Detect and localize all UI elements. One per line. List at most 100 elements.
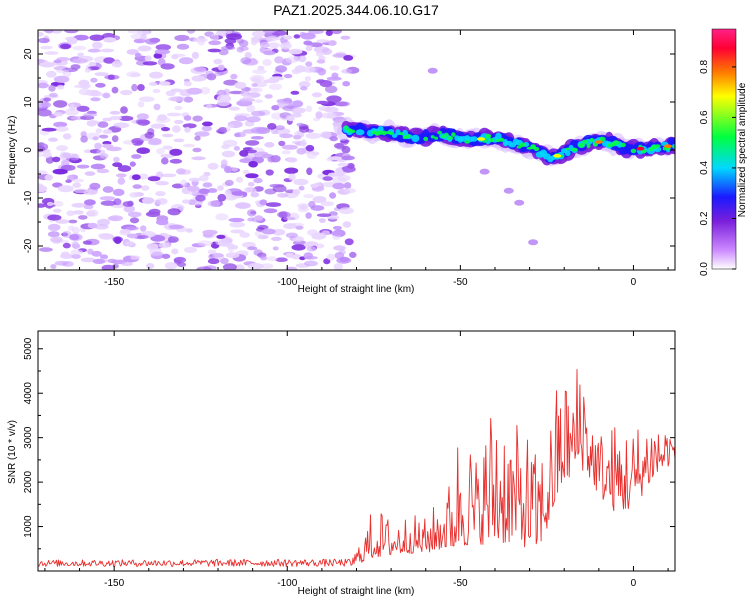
noise-blob (331, 30, 342, 35)
ridge-peak (664, 144, 673, 148)
noise-blob (71, 202, 87, 208)
noise-blob (99, 196, 116, 201)
noise-blob (226, 33, 242, 40)
noise-blob (295, 225, 304, 230)
noise-blob (53, 208, 62, 213)
noise-blob (281, 144, 298, 150)
noise-blob (165, 90, 176, 97)
noise-blob (150, 235, 166, 242)
noise-blob (100, 254, 108, 260)
noise-blob (320, 201, 334, 207)
noise-blob (230, 229, 245, 234)
noise-blob (125, 241, 135, 247)
ridge-cell (485, 133, 492, 139)
noise-blob (267, 156, 276, 163)
noise-blob (212, 252, 225, 260)
noise-blob (176, 168, 186, 175)
stray-feature (528, 239, 539, 246)
noise-blob (80, 257, 96, 263)
noise-blob (137, 45, 152, 52)
noise-blob (117, 165, 132, 172)
noise-blob (201, 125, 212, 132)
noise-blob (84, 199, 96, 206)
noise-blob (319, 80, 333, 88)
noise-blob (298, 55, 307, 63)
noise-blob (38, 109, 52, 117)
noise-blob (243, 94, 252, 99)
noise-blob (46, 70, 57, 78)
noise-blob (155, 219, 169, 226)
noise-blob (129, 161, 136, 167)
noise-blob (305, 46, 313, 52)
noise-blob (325, 30, 333, 36)
noise-blob (290, 113, 302, 118)
noise-blob (111, 135, 119, 143)
noise-blob (39, 247, 53, 252)
noise-blob (90, 163, 106, 170)
noise-blob (236, 38, 245, 44)
noise-blob (206, 73, 217, 81)
noise-blob (161, 133, 174, 138)
noise-blob (308, 200, 316, 208)
spectrogram-x-tick-label: 0 (631, 277, 637, 288)
noise-blob (306, 246, 317, 252)
noise-blob (43, 97, 52, 102)
snr-x-axis-label: Height of straight line (km) (298, 586, 415, 597)
noise-blob (91, 250, 102, 257)
ridge-cell (565, 147, 571, 151)
noise-blob (267, 123, 277, 130)
noise-blob (218, 127, 227, 135)
noise-blob (97, 121, 109, 128)
noise-blob (275, 257, 288, 263)
noise-blob (333, 263, 343, 270)
noise-blob (343, 188, 356, 194)
noise-blob (292, 107, 307, 113)
noise-blob (84, 171, 96, 176)
noise-blob (57, 185, 74, 193)
noise-blob (275, 125, 285, 131)
noise-blob (52, 182, 63, 188)
ridge-cell (451, 132, 456, 137)
snr-x-tick-label: -150 (104, 578, 124, 589)
noise-blob (65, 179, 72, 183)
noise-blob (247, 246, 258, 251)
noise-blob (343, 55, 354, 61)
noise-blob (192, 147, 202, 153)
noise-blob (42, 151, 52, 158)
noise-blob (155, 191, 166, 197)
noise-blob (77, 52, 84, 57)
noise-blob (317, 68, 327, 76)
noise-blob (94, 142, 102, 150)
noise-blob (79, 83, 91, 89)
noise-blob (245, 140, 260, 146)
ridge-cell (470, 136, 478, 142)
noise-blob (120, 89, 133, 96)
noise-blob (126, 49, 139, 55)
stray-feature (503, 187, 514, 194)
noise-blob (321, 48, 333, 55)
colorbar-label: Normalized spectral amplitude (737, 82, 748, 217)
noise-blob (269, 76, 285, 81)
noise-blob (68, 233, 83, 241)
noise-blob (99, 134, 109, 139)
noise-blob (98, 233, 113, 239)
noise-blob (251, 110, 266, 117)
noise-blob (177, 262, 187, 268)
noise-blob (244, 186, 254, 193)
noise-blob (87, 120, 100, 125)
noise-blob (148, 208, 161, 215)
noise-blob (285, 56, 299, 64)
noise-blob (111, 86, 119, 94)
ridge-cell (406, 133, 411, 139)
noise-blob (130, 33, 144, 40)
ridge-cell (344, 125, 348, 131)
noise-blob (217, 185, 224, 191)
noise-blob (76, 105, 90, 112)
ridge-peak (636, 146, 645, 151)
stray-feature (514, 199, 525, 206)
noise-blob (311, 232, 327, 240)
noise-blob (247, 209, 257, 217)
noise-blob (172, 125, 181, 133)
noise-blob (142, 61, 158, 66)
noise-blob (153, 52, 163, 59)
